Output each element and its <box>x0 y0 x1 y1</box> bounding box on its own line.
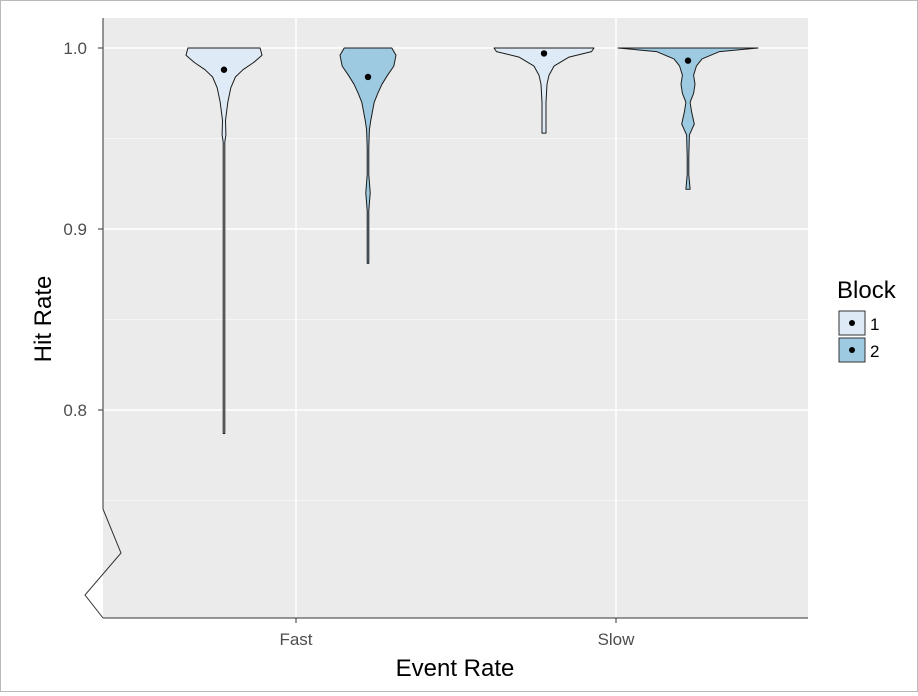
mean-point <box>220 66 228 73</box>
y-tick-label: 0.8 <box>63 401 87 420</box>
y-tick-labels: 0.8 0.9 1.0 <box>63 39 103 420</box>
mean-point <box>364 73 372 81</box>
legend-key-point <box>849 347 855 353</box>
y-axis-break-icon <box>84 508 122 619</box>
legend-title: Block <box>837 277 897 304</box>
legend-key-point <box>849 320 855 326</box>
mean-point <box>540 50 548 57</box>
mean-point <box>684 57 692 64</box>
x-axis-title: Event Rate <box>396 655 515 682</box>
y-axis <box>84 18 122 619</box>
violin-fast-block-1 <box>185 47 263 434</box>
legend-label: 1 <box>870 315 879 334</box>
y-tick-label: 1.0 <box>63 39 87 58</box>
violin-slow-block-1 <box>493 47 595 134</box>
violin-slow-block-2 <box>617 47 759 190</box>
violins <box>185 47 759 434</box>
y-tick-label: 0.9 <box>63 220 87 239</box>
legend: Block 1 2 <box>837 277 897 363</box>
plot-panel <box>103 18 808 618</box>
legend-label: 2 <box>870 342 879 361</box>
x-tick-labels: Fast Slow <box>279 618 635 649</box>
violin-fast-block-2 <box>339 47 397 264</box>
x-tick-label: Slow <box>598 630 636 649</box>
x-tick-label: Fast <box>279 630 312 649</box>
y-axis-title: Hit Rate <box>30 276 57 363</box>
